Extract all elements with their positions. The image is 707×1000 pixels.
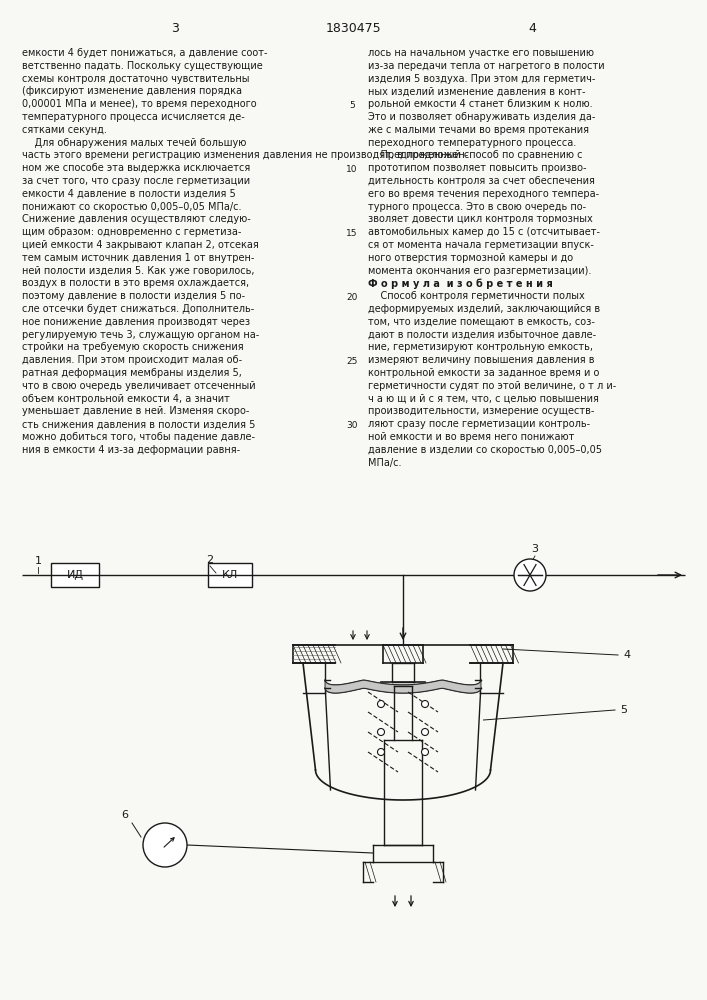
Text: ном же способе эта выдержка исключается: ном же способе эта выдержка исключается [22, 163, 250, 173]
Text: 5: 5 [620, 705, 627, 715]
Text: 20: 20 [346, 293, 358, 302]
Text: цией емкости 4 закрывают клапан 2, отсекая: цией емкости 4 закрывают клапан 2, отсек… [22, 240, 259, 250]
Text: КЛ: КЛ [222, 570, 238, 580]
Text: переходного температурного процесса.: переходного температурного процесса. [368, 138, 576, 148]
Text: Ф о р м у л а  и з о б р е т е н и я: Ф о р м у л а и з о б р е т е н и я [368, 278, 553, 289]
Text: воздух в полости в это время охлаждается,: воздух в полости в это время охлаждается… [22, 278, 249, 288]
Text: Способ контроля герметичности полых: Способ контроля герметичности полых [368, 291, 585, 301]
Text: давление в изделии со скоростью 0,005–0,05: давление в изделии со скоростью 0,005–0,… [368, 445, 602, 455]
Text: давления. При этом происходит малая об-: давления. При этом происходит малая об- [22, 355, 242, 365]
Text: понижают со скоростью 0,005–0,05 МПа/с.: понижают со скоростью 0,005–0,05 МПа/с. [22, 202, 242, 212]
Bar [208, 563, 252, 587]
Text: 30: 30 [346, 421, 358, 430]
Text: автомобильных камер до 15 с (отсчитывает-: автомобильных камер до 15 с (отсчитывает… [368, 227, 600, 237]
Text: стройки на требуемую скорость снижения: стройки на требуемую скорость снижения [22, 342, 244, 352]
Text: производительности, измерение осуществ-: производительности, измерение осуществ- [368, 406, 595, 416]
Text: ние, герметизируют контрольную емкость,: ние, герметизируют контрольную емкость, [368, 342, 593, 352]
Text: 5: 5 [349, 101, 355, 110]
Text: дают в полости изделия избыточное давле-: дают в полости изделия избыточное давле- [368, 330, 596, 340]
Text: 3: 3 [171, 21, 179, 34]
Text: 4: 4 [623, 650, 630, 660]
Text: схемы контроля достаточно чувствительны: схемы контроля достаточно чувствительны [22, 74, 250, 84]
Text: ляют сразу после герметизации контроль-: ляют сразу после герметизации контроль- [368, 419, 590, 429]
Text: объем контрольной емкости 4, а значит: объем контрольной емкости 4, а значит [22, 394, 230, 404]
Text: прототипом позволяет повысить произво-: прототипом позволяет повысить произво- [368, 163, 587, 173]
Text: 1830475: 1830475 [326, 21, 381, 34]
Text: деформируемых изделий, заключающийся в: деформируемых изделий, заключающийся в [368, 304, 600, 314]
Text: поэтому давление в полости изделия 5 по-: поэтому давление в полости изделия 5 по- [22, 291, 245, 301]
Text: герметичности судят по этой величине, о т л и-: герметичности судят по этой величине, о … [368, 381, 617, 391]
Text: ч а ю щ и й с я тем, что, с целью повышения: ч а ю щ и й с я тем, что, с целью повыше… [368, 394, 599, 404]
Text: из-за передачи тепла от нагретого в полости: из-за передачи тепла от нагретого в поло… [368, 61, 604, 71]
Text: за счет того, что сразу после герметизации: за счет того, что сразу после герметизац… [22, 176, 250, 186]
Text: МПа/с.: МПа/с. [368, 458, 402, 468]
Circle shape [421, 728, 428, 736]
Text: ния в емкости 4 из-за деформации равня-: ния в емкости 4 из-за деформации равня- [22, 445, 240, 455]
Text: рольной емкости 4 станет близким к нолю.: рольной емкости 4 станет близким к нолю. [368, 99, 592, 109]
Text: температурного процесса исчисляется де-: температурного процесса исчисляется де- [22, 112, 245, 122]
Text: контрольной емкости за заданное время и о: контрольной емкости за заданное время и … [368, 368, 600, 378]
Text: ся от момента начала герметизации впуск-: ся от момента начала герметизации впуск- [368, 240, 594, 250]
Circle shape [421, 700, 428, 708]
Bar [51, 563, 99, 587]
Text: изделия 5 воздуха. При этом для герметич-: изделия 5 воздуха. При этом для герметич… [368, 74, 595, 84]
Text: лось на начальном участке его повышению: лось на начальном участке его повышению [368, 48, 594, 58]
Circle shape [421, 748, 428, 756]
Text: ное понижение давления производят через: ное понижение давления производят через [22, 317, 250, 327]
Text: ного отверстия тормозной камеры и до: ного отверстия тормозной камеры и до [368, 253, 573, 263]
Text: щим образом: одновременно с герметиза-: щим образом: одновременно с герметиза- [22, 227, 241, 237]
Circle shape [143, 823, 187, 867]
Text: 6: 6 [122, 810, 129, 820]
Text: Снижение давления осуществляют следую-: Снижение давления осуществляют следую- [22, 214, 251, 224]
Text: что в свою очередь увеличивает отсеченный: что в свою очередь увеличивает отсеченны… [22, 381, 256, 391]
Text: 4: 4 [528, 21, 536, 34]
Text: 3: 3 [532, 544, 539, 554]
Text: ратная деформация мембраны изделия 5,: ратная деформация мембраны изделия 5, [22, 368, 242, 378]
Polygon shape [325, 680, 481, 693]
Text: же с малыми течами во время протекания: же с малыми течами во время протекания [368, 125, 589, 135]
Text: ной емкости и во время него понижают: ной емкости и во время него понижают [368, 432, 574, 442]
Text: измеряют величину повышения давления в: измеряют величину повышения давления в [368, 355, 595, 365]
Text: уменьшает давление в ней. Изменяя скоро-: уменьшает давление в ней. Изменяя скоро- [22, 406, 250, 416]
Text: регулируемую течь 3, служащую органом на-: регулируемую течь 3, служащую органом на… [22, 330, 259, 340]
Text: том, что изделие помещают в емкость, соз-: том, что изделие помещают в емкость, соз… [368, 317, 595, 327]
Text: 1: 1 [35, 556, 42, 566]
Text: емкости 4 будет понижаться, а давление соот-: емкости 4 будет понижаться, а давление с… [22, 48, 267, 58]
Text: сть снижения давления в полости изделия 5: сть снижения давления в полости изделия … [22, 419, 255, 429]
Text: емкости 4 давление в полости изделия 5: емкости 4 давление в полости изделия 5 [22, 189, 235, 199]
Text: ных изделий изменение давления в конт-: ных изделий изменение давления в конт- [368, 86, 585, 96]
Text: момента окончания его разгерметизации).: момента окончания его разгерметизации). [368, 266, 591, 276]
Text: 15: 15 [346, 229, 358, 238]
Text: Предложенный способ по сравнению с: Предложенный способ по сравнению с [368, 150, 583, 160]
Text: турного процесса. Это в свою очередь по-: турного процесса. Это в свою очередь по- [368, 202, 586, 212]
Text: ней полости изделия 5. Как уже говорилось,: ней полости изделия 5. Как уже говорилос… [22, 266, 255, 276]
Text: часть этого времени регистрацию изменения давления не производят, в предложен-: часть этого времени регистрацию изменени… [22, 150, 468, 160]
Text: зволяет довести цикл контроля тормозных: зволяет довести цикл контроля тормозных [368, 214, 592, 224]
Text: Это и позволяет обнаруживать изделия да-: Это и позволяет обнаруживать изделия да- [368, 112, 595, 122]
Circle shape [378, 700, 385, 708]
Text: ИД: ИД [66, 570, 83, 580]
Text: 0,00001 МПа и менее), то время переходного: 0,00001 МПа и менее), то время переходно… [22, 99, 257, 109]
Text: его во время течения переходного темпера-: его во время течения переходного темпера… [368, 189, 599, 199]
Text: Для обнаружения малых течей большую: Для обнаружения малых течей большую [22, 138, 246, 148]
Text: можно добиться того, чтобы падение давле-: можно добиться того, чтобы падение давле… [22, 432, 255, 442]
Text: тем самым источник давления 1 от внутрен-: тем самым источник давления 1 от внутрен… [22, 253, 255, 263]
Text: сятками секунд.: сятками секунд. [22, 125, 107, 135]
Circle shape [378, 728, 385, 736]
Circle shape [378, 748, 385, 756]
Text: сле отсечки будет снижаться. Дополнитель-: сле отсечки будет снижаться. Дополнитель… [22, 304, 255, 314]
Text: 2: 2 [206, 555, 214, 565]
Text: 10: 10 [346, 165, 358, 174]
Text: (фиксируют изменение давления порядка: (фиксируют изменение давления порядка [22, 86, 242, 96]
Text: ветственно падать. Поскольку существующие: ветственно падать. Поскольку существующи… [22, 61, 263, 71]
Text: дительность контроля за счет обеспечения: дительность контроля за счет обеспечения [368, 176, 595, 186]
Text: 25: 25 [346, 357, 358, 366]
Circle shape [514, 559, 546, 591]
